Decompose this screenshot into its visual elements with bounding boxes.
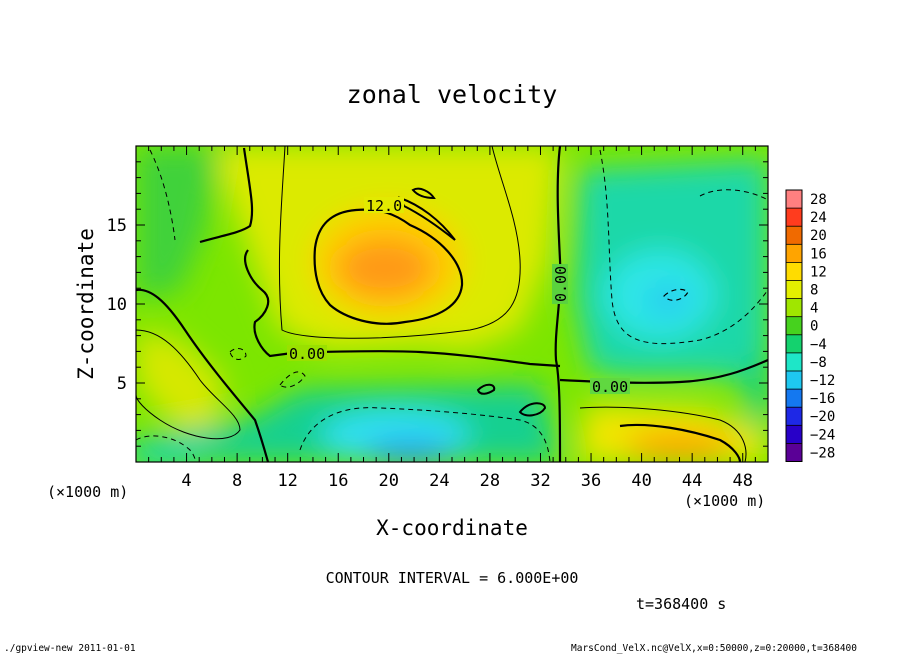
- x-tick-label: 36: [581, 471, 601, 491]
- contour-label-12: 12.0: [366, 197, 402, 215]
- contour-0-blob-a: [476, 383, 496, 395]
- contour-label-0-left: 0.00: [289, 345, 325, 363]
- chart-title: zonal velocity: [347, 80, 558, 109]
- y-tick-label: 5: [117, 374, 127, 394]
- colorbar-swatch: [786, 352, 802, 371]
- colorbar-label: −20: [810, 409, 835, 425]
- colorbar-swatch: [786, 262, 802, 281]
- colorbar-swatch: [786, 208, 802, 227]
- left-yellow: [136, 330, 225, 430]
- time-label: t=368400 s: [636, 595, 726, 613]
- upper-left-green: [136, 146, 220, 300]
- x-tick-label: 24: [429, 471, 449, 491]
- colorbar-swatch: [786, 226, 802, 245]
- colorbar-label: 16: [810, 246, 827, 262]
- colorbar-label: 28: [810, 192, 827, 208]
- y-tick-label: 15: [107, 216, 127, 236]
- colorbar-label: 12: [810, 264, 827, 280]
- colorbar-swatch: [786, 407, 802, 426]
- colorbar-swatch: [786, 371, 802, 390]
- x-tick-label: 28: [480, 471, 500, 491]
- colorbar-label: −28: [810, 445, 835, 461]
- contour-0-blob-b: [518, 402, 547, 417]
- colorbar-label: −4: [810, 337, 827, 353]
- colorbar-label: 4: [810, 301, 818, 317]
- x-tick-label: 4: [181, 471, 191, 491]
- lower-left-teal: [136, 443, 210, 462]
- colorbar-label: 0: [810, 319, 818, 335]
- y-unit-label: (×1000 m): [47, 483, 128, 501]
- contour-neg-dashed-right: [599, 149, 768, 345]
- contour-12-small: [411, 187, 436, 200]
- contour-label-0-vertical: 0.00: [552, 266, 570, 302]
- lower-right-teal-edge: [740, 350, 768, 430]
- x-tick-label: 16: [328, 471, 348, 491]
- x-tick-label: 40: [631, 471, 651, 491]
- x-tick-label: 20: [379, 471, 399, 491]
- y-axis-label: Z-coordinate: [74, 228, 98, 380]
- bottom-blue: [365, 440, 455, 462]
- colorbar-swatch: [786, 443, 802, 462]
- right-cyan-core: [646, 286, 690, 314]
- x-unit-label: (×1000 m): [684, 492, 765, 510]
- colorbar-swatch: [786, 334, 802, 353]
- x-axis-ticks: 4 8 12 16 20 24 28 32 36 40 44 48: [148, 146, 756, 491]
- contour-neg-dashed-bottom: [299, 407, 551, 462]
- contour-neg-dashed-cell: [663, 288, 689, 301]
- x-axis-label: X-coordinate: [376, 516, 528, 540]
- contour-0-mid: [199, 147, 561, 368]
- colorbar-label: 20: [810, 228, 827, 244]
- contour-neg-dashed-left: [136, 348, 306, 462]
- footer-left: ./gpview-new 2011-01-01: [4, 643, 136, 654]
- contour-12: [313, 208, 464, 325]
- y-axis-ticks: 5 10 15: [107, 161, 768, 447]
- contour-12-band: [398, 196, 456, 241]
- contour-neg-dashed-topleft: [149, 149, 176, 241]
- colorbar-label: 24: [810, 210, 827, 226]
- colorbar-label: −16: [810, 391, 835, 407]
- contour-interval-label: CONTOUR INTERVAL = 6.000E+00: [326, 569, 579, 587]
- x-tick-label: 8: [232, 471, 242, 491]
- x-tick-label: 44: [682, 471, 702, 491]
- colorbar-swatch: [786, 244, 802, 263]
- x-tick-label: 32: [530, 471, 550, 491]
- contour-0-vertical: [554, 146, 562, 462]
- jet-core-inner: [337, 238, 433, 298]
- colorbar-swatch: [786, 389, 802, 408]
- heatmap-field: [136, 146, 768, 462]
- colorbar-label: −24: [810, 427, 835, 443]
- contour-6-thin: [278, 146, 521, 339]
- contour-6-thin-left: [136, 329, 241, 440]
- x-tick-label: 48: [732, 471, 752, 491]
- colorbar-swatch: [786, 298, 802, 317]
- colorbar-swatch: [786, 190, 802, 209]
- contour-0-lowright: [619, 423, 742, 462]
- colorbar: 28 24 20 16 12 8 4 0 −4 −8 −12 −16 −20 −24 −28: [785, 189, 835, 462]
- y-tick-label: 10: [107, 295, 127, 315]
- x-tick-label: 12: [277, 471, 297, 491]
- colorbar-label: −8: [810, 355, 827, 371]
- lower-right-orange: [625, 431, 735, 459]
- colorbar-swatch: [786, 280, 802, 299]
- colorbar-swatch: [786, 425, 802, 444]
- colorbar-swatch: [786, 316, 802, 335]
- contour-0-left: [136, 288, 270, 462]
- contour-6-thin-right: [579, 406, 747, 462]
- contour-label-0-right: 0.00: [592, 378, 628, 396]
- colorbar-label: 8: [810, 283, 818, 299]
- colorbar-label: −12: [810, 373, 835, 389]
- footer-right: MarsCond_VelX.nc@VelX,x=0:50000,z=0:2000…: [571, 643, 857, 654]
